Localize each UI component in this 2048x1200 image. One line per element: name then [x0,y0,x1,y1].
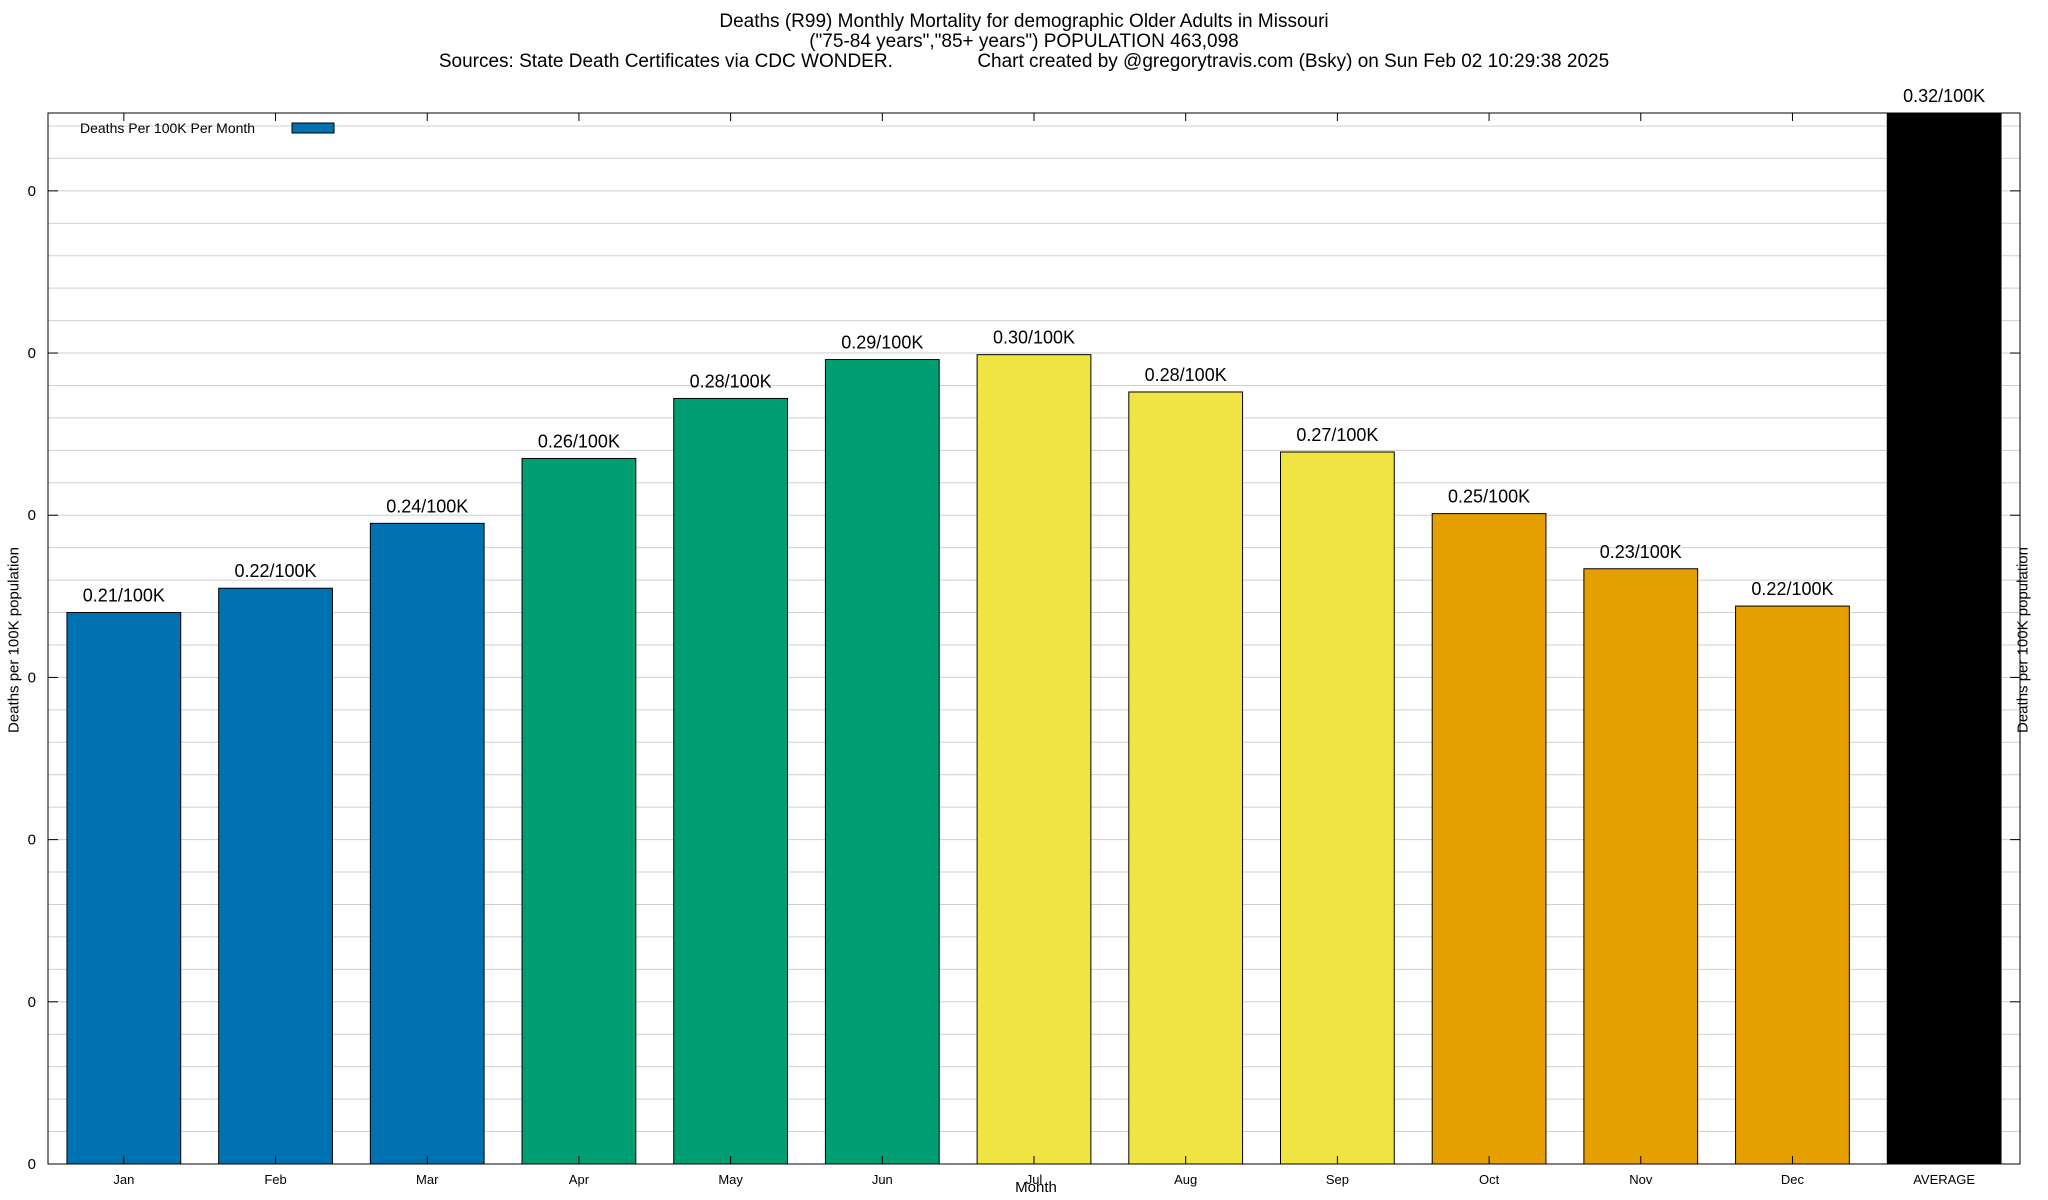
x-tick-label: Feb [264,1172,286,1187]
y-tick-label: 0 [28,1156,36,1173]
bar [824,359,940,1165]
x-tick-label: Jan [113,1172,134,1187]
bar [976,354,1092,1165]
data-label: 0.28/100K [690,371,772,391]
y-tick-label: 0 [28,994,36,1011]
data-label: 0.22/100K [1751,579,1833,599]
bar [66,612,182,1165]
y-tick-label: 0 [28,183,36,200]
x-tick-label: May [718,1172,743,1187]
data-label: 0.27/100K [1296,425,1378,445]
data-label: 0.28/100K [1145,365,1227,385]
bar [1583,568,1699,1165]
x-tick-label: Aug [1174,1172,1197,1187]
data-label: 0.29/100K [841,333,923,353]
x-tick-label: Sep [1326,1172,1349,1187]
x-tick-label: Dec [1781,1172,1805,1187]
x-tick-label: Apr [569,1172,590,1187]
bar [673,397,789,1165]
x-tick-label: Jun [872,1172,893,1187]
bar [1886,112,2002,1165]
title-line-1: Deaths (R99) Monthly Mortality for demog… [719,11,1329,32]
y-tick-label: 0 [28,669,36,686]
title-line-2: ("75-84 years","85+ years") POPULATION 4… [809,31,1239,52]
data-label: 0.26/100K [538,431,620,451]
bar [1735,605,1850,1165]
data-label: 0.24/100K [386,496,468,516]
bar [369,522,485,1165]
bar [1128,391,1244,1165]
bar [521,457,637,1165]
title-line-3: Sources: State Death Certificates via CD… [438,51,1610,72]
data-label: 0.23/100K [1600,542,1682,562]
bar [1431,513,1547,1165]
x-tick-label: Oct [1479,1172,1500,1187]
data-label: 0.25/100K [1448,487,1530,507]
y-tick-label: 0 [28,345,36,362]
bar [1280,451,1395,1165]
bar [218,587,333,1165]
y-tick-label: 0 [28,832,36,849]
x-tick-label: Jul [1026,1172,1043,1187]
legend-label: Deaths Per 100K Per Month [80,120,255,136]
y-axis-label-left: Deaths per 100K population [5,547,23,733]
data-label: 0.22/100K [234,561,316,581]
data-label: 0.32/100K [1903,86,1985,106]
data-label: 0.30/100K [993,328,1075,348]
chart-title: Deaths (R99) Monthly Mortality for demog… [0,12,2048,72]
x-axis-label: Month [1015,1179,1057,1196]
legend-swatch [291,122,335,134]
x-tick-label: AVERAGE [1913,1172,1975,1187]
y-axis-label-right: Deaths per 100K population [2014,547,2032,733]
y-tick-label: 0 [28,507,36,524]
x-tick-label: Nov [1629,1172,1653,1187]
data-label: 0.21/100K [83,586,165,606]
x-tick-label: Mar [416,1172,439,1187]
plot-frame [47,112,2021,1165]
